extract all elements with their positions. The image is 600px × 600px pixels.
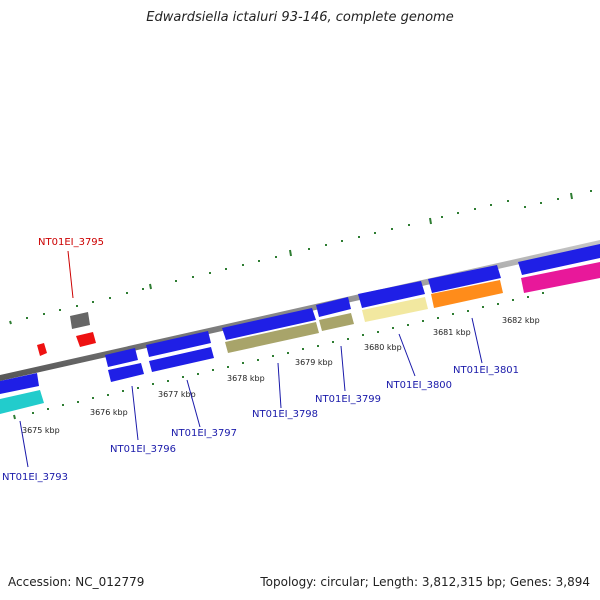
gene-label: NT01EI_3801 xyxy=(453,365,519,376)
reverse-strand-genes xyxy=(0,262,600,414)
kbp-label: 3678 kbp xyxy=(227,374,265,383)
gene-feature[interactable] xyxy=(358,281,425,308)
gene-feature[interactable] xyxy=(431,280,503,308)
forward-strand-genes xyxy=(0,244,600,394)
gene-feature[interactable] xyxy=(319,313,354,331)
gene-label: NT01EI_3800 xyxy=(386,380,452,391)
kbp-labels: 3675 kbp 3676 kbp 3677 kbp 3678 kbp 3679… xyxy=(22,316,540,435)
gene-feature-small[interactable] xyxy=(37,343,47,356)
gene-feature[interactable] xyxy=(225,322,319,353)
gene-labels: NT01EI_3795 NT01EI_3793 NT01EI_3796 NT01… xyxy=(2,237,519,483)
gene-feature[interactable] xyxy=(105,348,138,367)
gene-feature-small[interactable] xyxy=(70,312,90,329)
gene-feature[interactable] xyxy=(146,331,211,357)
gene-feature[interactable] xyxy=(316,297,351,317)
gene-label: NT01EI_3796 xyxy=(110,444,176,455)
accession-text: Accession: NC_012779 xyxy=(8,575,145,589)
kbp-label: 3681 kbp xyxy=(433,328,471,337)
gene-label: NT01EI_3795 xyxy=(38,237,104,248)
gene-label: NT01EI_3797 xyxy=(171,428,237,439)
kbp-label: 3676 kbp xyxy=(90,408,128,417)
kbp-label: 3682 kbp xyxy=(502,316,540,325)
upper-ruler xyxy=(9,190,592,325)
topology-text: Topology: circular; Length: 3,812,315 bp… xyxy=(260,575,590,589)
gene-feature[interactable] xyxy=(0,390,44,414)
gene-feature[interactable] xyxy=(428,265,501,293)
gene-feature[interactable] xyxy=(521,262,600,293)
gene-feature[interactable] xyxy=(518,244,600,275)
gene-feature[interactable] xyxy=(362,297,428,322)
gene-label: NT01EI_3793 xyxy=(2,472,68,483)
kbp-label: 3675 kbp xyxy=(22,426,60,435)
kbp-label: 3677 kbp xyxy=(158,390,196,399)
gene-feature[interactable] xyxy=(0,373,39,394)
gene-label: NT01EI_3799 xyxy=(315,394,381,405)
map-title: Edwardsiella ictaluri 93-146, complete g… xyxy=(146,10,454,25)
kbp-label: 3679 kbp xyxy=(295,358,333,367)
lower-ruler xyxy=(13,292,544,420)
gene-feature[interactable] xyxy=(108,363,144,382)
label-leaders xyxy=(19,250,483,468)
gene-feature[interactable] xyxy=(149,347,214,372)
gene-feature[interactable] xyxy=(222,308,316,340)
gene-feature-small[interactable] xyxy=(76,332,96,347)
kbp-label: 3680 kbp xyxy=(364,343,402,352)
gene-label: NT01EI_3798 xyxy=(252,409,318,420)
